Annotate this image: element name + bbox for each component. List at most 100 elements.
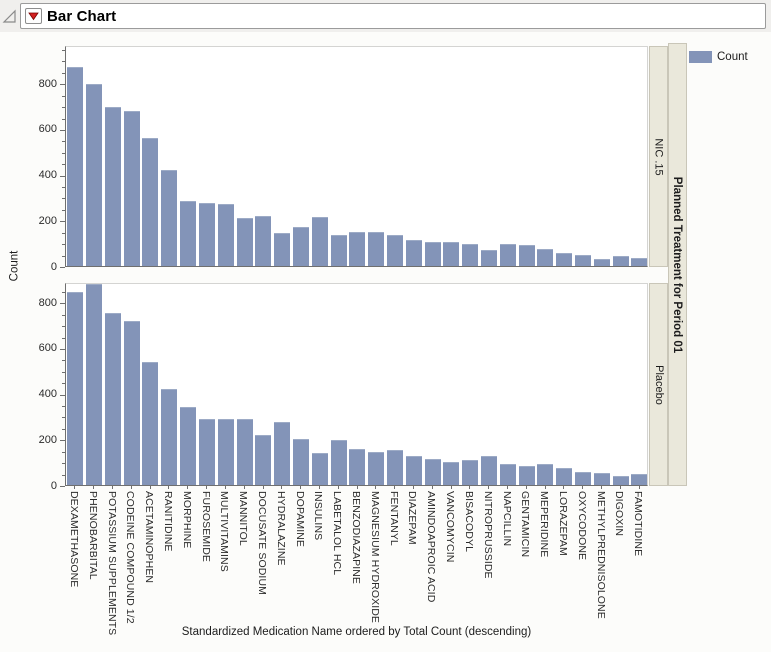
bar-nic15-insulins[interactable] (311, 216, 328, 266)
bar-placebo-codeine-compound-1-2[interactable] (123, 320, 140, 485)
x-tick (337, 486, 339, 489)
bar-nic15-methylprednisolone[interactable] (593, 258, 610, 266)
y-tick-label: 600 (38, 123, 57, 136)
bar-nic15-morphine[interactable] (180, 200, 196, 266)
x-category-label: MAGNESIUM HYDROXIDE (368, 491, 381, 623)
x-tick (431, 486, 433, 489)
y-tick-label: 0 (50, 479, 57, 492)
x-category-label: BENZODIAZAPINE (350, 491, 362, 584)
x-category-label: PHENOBARBITAL (86, 491, 99, 580)
bar-placebo-fentanyl[interactable] (386, 449, 403, 485)
bar-placebo-amindoaproic-acid[interactable] (424, 458, 441, 485)
bar-placebo-phenobarbital[interactable] (86, 284, 102, 485)
bar-nic15-napcillin[interactable] (499, 244, 516, 266)
x-category-label: NAPCILLIN (500, 491, 513, 547)
red-triangle-menu-button[interactable] (25, 8, 42, 24)
x-tick (168, 486, 170, 489)
panel-variable-strip: Planned Treatment for Period 01 (668, 43, 687, 486)
x-tick (130, 486, 132, 489)
bar-nic15-digoxin[interactable] (612, 255, 629, 266)
bar-nic15-amindoaproic-acid[interactable] (424, 242, 441, 266)
bar-placebo-famotidine[interactable] (631, 474, 648, 485)
bar-nic15-dopamine[interactable] (292, 227, 309, 266)
bar-nic15-multivitamins[interactable] (217, 204, 234, 266)
x-category-label: HYDRALAZINE (274, 491, 287, 566)
bar-placebo-acetaminophen[interactable] (142, 361, 159, 485)
x-tick (450, 486, 452, 489)
bar-nic15-hydralazine[interactable] (274, 232, 291, 266)
x-tick (318, 486, 320, 489)
bar-placebo-digoxin[interactable] (612, 476, 629, 485)
bar-nic15-docusate-sodium[interactable] (255, 215, 272, 266)
bar-nic15-bisacodyl[interactable] (462, 244, 479, 266)
bar-nic15-furosemide[interactable] (198, 203, 215, 266)
x-category-label: RANITIDINE (161, 491, 174, 552)
bar-nic15-diazepam[interactable] (405, 239, 422, 266)
x-category-label: POTASSIUM SUPPLEMENTS (105, 491, 118, 636)
bar-nic15-dexamethasone[interactable] (67, 67, 84, 266)
bar-placebo-lorazepam[interactable] (556, 468, 573, 485)
bar-nic15-oxycodone[interactable] (575, 254, 591, 266)
red-triangle-icon (28, 12, 39, 21)
bar-placebo-multivitamins[interactable] (217, 419, 234, 485)
bar-nic15-labetalol-hcl[interactable] (330, 235, 347, 266)
bar-nic15-magnesium-hydroxide[interactable] (368, 231, 385, 266)
x-category-label: INSULINS (312, 491, 325, 541)
bar-nic15-nitroprusside[interactable] (480, 250, 497, 266)
collapse-triangle-icon[interactable] (2, 9, 17, 24)
bar-nic15-famotidine[interactable] (631, 258, 648, 266)
bar-nic15-potassium-supplements[interactable] (104, 107, 121, 266)
bar-placebo-insulins[interactable] (311, 453, 328, 485)
bar-placebo-docusate-sodium[interactable] (255, 434, 272, 485)
x-tick (507, 486, 508, 489)
bar-placebo-meperidine[interactable] (537, 464, 554, 485)
bar-nic15-gentamicin[interactable] (518, 245, 535, 266)
x-tick (525, 486, 527, 489)
bar-placebo-potassium-supplements[interactable] (104, 312, 121, 485)
x-category-label: DIAZEPAM (406, 491, 419, 545)
bar-nic15-mannitol[interactable] (236, 218, 253, 266)
bar-placebo-gentamicin[interactable] (518, 465, 535, 485)
bar-placebo-bisacodyl[interactable] (462, 459, 479, 485)
x-category-label: MEPERIDINE (538, 491, 551, 558)
x-tick (281, 486, 283, 489)
bar-nic15-phenobarbital[interactable] (86, 84, 102, 266)
bar-placebo-vancomycin[interactable] (443, 461, 460, 485)
bar-nic15-vancomycin[interactable] (443, 242, 460, 266)
x-category-label: GENTAMICIN (519, 491, 532, 558)
bar-nic15-ranitidine[interactable] (161, 170, 178, 266)
bar-placebo-nitroprusside[interactable] (480, 456, 497, 485)
panel-nic15-label: NIC .15 (652, 137, 665, 176)
y-axis-title: Count (8, 250, 20, 282)
bar-placebo-benzodiazapine[interactable] (349, 448, 366, 485)
panel-variable-label: Planned Treatment for Period 01 (671, 176, 684, 353)
bar-placebo-napcillin[interactable] (499, 464, 516, 485)
bar-placebo-dexamethasone[interactable] (67, 291, 84, 485)
x-tick (544, 486, 546, 489)
bar-nic15-codeine-compound-1-2[interactable] (123, 110, 140, 266)
x-tick (149, 486, 151, 489)
bar-placebo-dopamine[interactable] (292, 439, 309, 485)
bar-nic15-lorazepam[interactable] (556, 253, 573, 266)
bar-placebo-ranitidine[interactable] (161, 389, 178, 485)
x-tick (488, 486, 490, 489)
x-tick (187, 486, 189, 489)
plot-panel-nic15 (65, 46, 648, 267)
bar-nic15-benzodiazapine[interactable] (349, 232, 366, 266)
bar-nic15-acetaminophen[interactable] (142, 138, 159, 266)
bar-placebo-mannitol[interactable] (236, 418, 253, 485)
x-tick (112, 486, 113, 489)
bar-nic15-meperidine[interactable] (537, 248, 554, 266)
bar-placebo-labetalol-hcl[interactable] (330, 440, 347, 485)
bar-placebo-morphine[interactable] (180, 407, 196, 485)
bar-placebo-methylprednisolone[interactable] (593, 473, 610, 485)
x-category-label: MULTIVITAMINS (218, 491, 231, 572)
bar-placebo-diazepam[interactable] (405, 455, 422, 485)
bar-placebo-hydralazine[interactable] (274, 422, 291, 485)
x-category-label: OXYCODONE (575, 491, 588, 561)
bar-placebo-furosemide[interactable] (198, 418, 215, 485)
bar-nic15-fentanyl[interactable] (386, 235, 403, 266)
x-tick (224, 486, 226, 489)
bar-placebo-oxycodone[interactable] (575, 472, 591, 485)
bar-placebo-magnesium-hydroxide[interactable] (368, 451, 385, 485)
